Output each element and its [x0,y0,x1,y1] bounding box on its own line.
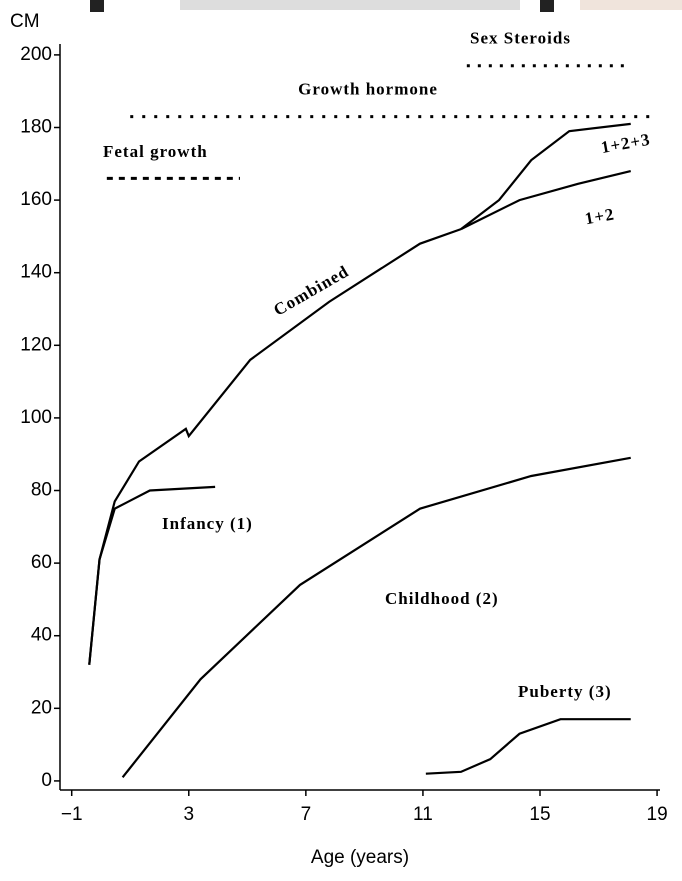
line [121,456,631,778]
y-tick-label: 160 [20,189,52,210]
x-axis-label: Age (years) [311,847,409,868]
x-tick-label: 11 [413,804,433,825]
y-tick-label: 180 [20,117,52,138]
scan-strip [540,0,554,12]
line [460,169,631,231]
x-tick-label: 3 [183,804,194,825]
y-tick-label: 80 [31,480,52,501]
y-tick-label: 60 [31,552,52,573]
y-tick-label: 0 [41,770,52,791]
line [425,718,631,775]
period-label: Fetal growth [103,142,208,161]
period-label: Growth hormone [298,80,438,99]
scan-strip [180,0,520,10]
series-label: 1+2 [583,204,616,228]
y-tick-label: 140 [20,262,52,283]
line [460,122,631,231]
scan-strip [90,0,104,12]
series-label: Puberty (3) [518,682,612,701]
y-tick-label: 100 [20,407,52,428]
y-tick-label: 200 [20,44,52,65]
line [88,485,216,665]
period-label: Sex Steroids [470,29,571,48]
x-tick-label: 7 [301,804,312,825]
y-tick-label: 20 [31,697,52,718]
y-tick-label: 40 [31,625,52,646]
y-tick-label: 120 [20,334,52,355]
scan-strip [580,0,682,10]
series-label: Childhood (2) [385,589,499,608]
x-tick-label: 19 [647,804,668,825]
y-axis-label: CM [10,11,40,32]
series-label: Infancy (1) [162,514,253,533]
x-tick-label: 15 [529,804,550,825]
x-tick-label: −1 [61,804,83,825]
